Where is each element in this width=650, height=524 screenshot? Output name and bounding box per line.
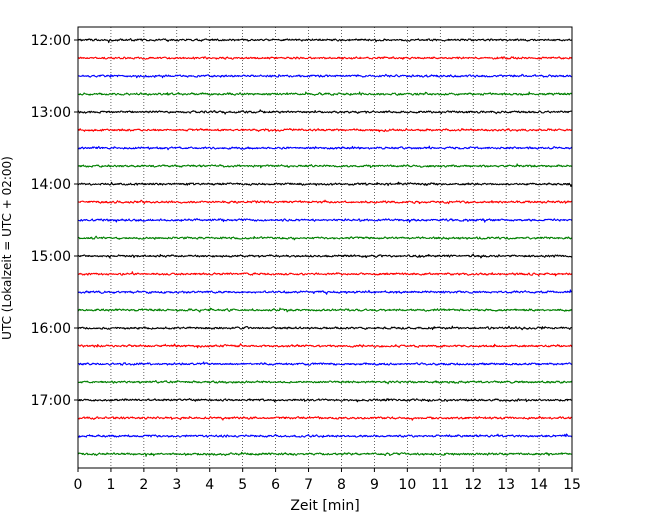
seismogram-trace <box>77 56 573 60</box>
seismogram-trace <box>77 218 573 223</box>
seismogram-trace <box>77 163 573 169</box>
seismogram-trace <box>77 109 573 115</box>
seismogram-trace <box>77 361 573 366</box>
seismogram-trace <box>77 289 573 295</box>
seismogram-trace <box>78 73 573 79</box>
x-tick-label: 10 <box>398 477 416 493</box>
plot-frame <box>77 26 573 469</box>
x-tick-label: 1 <box>106 477 115 493</box>
x-tick-label: 7 <box>304 477 313 493</box>
y-axis-label: UTC (Lokalzeit = UTC + 02:00) <box>0 156 14 340</box>
x-tick-label: 6 <box>271 477 280 493</box>
x-tick-label: 8 <box>337 477 346 493</box>
seismogram-trace <box>77 307 573 313</box>
seismogram-trace <box>77 38 573 44</box>
seismogram-trace <box>77 433 573 438</box>
x-tick-label: 13 <box>497 477 515 493</box>
x-tick-label: 3 <box>172 477 181 493</box>
y-axis: 12:00 13:00 14:00 15:00 16:00 17:00 <box>31 33 78 409</box>
seismogram-trace <box>77 398 573 403</box>
seismogram-trace <box>77 271 573 277</box>
x-axis-label: Zeit [min] <box>290 498 359 514</box>
y-tick-label: 14:00 <box>31 177 71 193</box>
x-tick-label: 11 <box>431 477 449 493</box>
seismogram-trace <box>77 451 573 457</box>
seismogram-trace <box>77 253 573 259</box>
y-tick-label: 16:00 <box>31 321 71 337</box>
x-tick-label: 9 <box>370 477 379 493</box>
x-tick-label: 15 <box>563 477 581 493</box>
x-tick-label: 12 <box>464 477 482 493</box>
seismogram-trace <box>77 343 573 349</box>
traces-layer <box>77 38 573 457</box>
y-tick-label: 12:00 <box>31 33 71 49</box>
seismogram-trace <box>77 415 573 421</box>
y-tick-label: 15:00 <box>31 249 71 265</box>
seismogram-trace <box>77 325 573 331</box>
seismogram-trace <box>77 145 573 151</box>
seismogram-trace <box>77 199 573 205</box>
y-tick-label: 17:00 <box>31 393 71 409</box>
x-tick-label: 0 <box>74 477 83 493</box>
seismogram-trace <box>77 380 573 385</box>
seismogram-trace <box>77 128 573 133</box>
x-tick-label: 2 <box>139 477 148 493</box>
seismogram-trace <box>77 235 573 241</box>
x-axis: 0 1 2 3 4 5 6 7 8 9 10 11 12 13 14 15 <box>74 468 581 493</box>
x-tick-label: 5 <box>238 477 247 493</box>
seismogram-trace <box>77 181 573 188</box>
x-tick-label: 4 <box>205 477 214 493</box>
y-tick-label: 13:00 <box>31 105 71 121</box>
x-tick-label: 14 <box>530 477 548 493</box>
seismogram-trace <box>77 91 573 96</box>
